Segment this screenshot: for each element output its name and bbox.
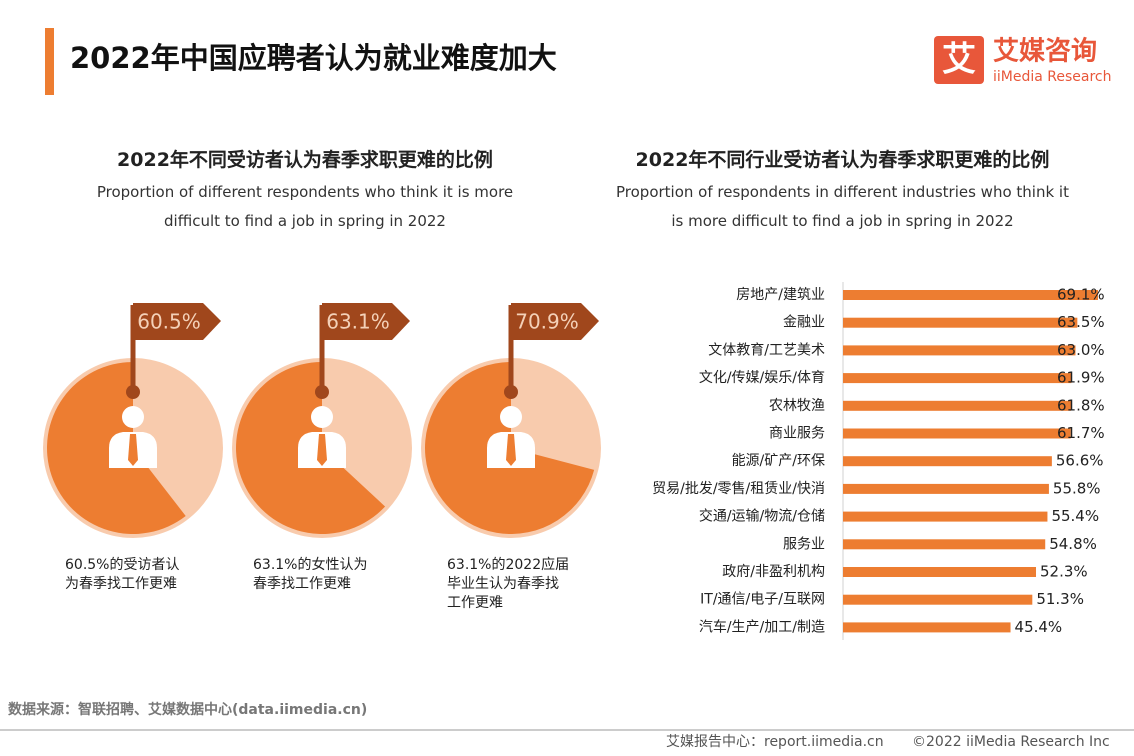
logo-icon: 艾 — [942, 40, 976, 80]
person-tie — [506, 434, 516, 466]
value-label: 60.5% — [137, 310, 201, 334]
caption: 工作更难 — [447, 595, 503, 611]
value-label: 61.9% — [1057, 369, 1105, 387]
caption: 春季找工作更难 — [253, 576, 351, 592]
person-head — [311, 406, 333, 428]
logo-sub: iiMedia Research — [993, 69, 1112, 85]
category-label: 文体教育/工艺美术 — [708, 342, 825, 358]
value-label: 45.4% — [1015, 618, 1063, 636]
category-label: 文化/传媒/娱乐/体育 — [699, 370, 825, 386]
category-label: 服务业 — [783, 536, 825, 552]
flag — [133, 303, 221, 340]
category-label: 能源/矿产/环保 — [732, 453, 825, 469]
value-label: 69.1% — [1057, 286, 1105, 304]
title-accent — [45, 28, 54, 95]
footer-left: 艾媒报告中心：report.iimedia.cn — [666, 734, 884, 750]
bar — [843, 594, 1033, 605]
bar — [843, 483, 1049, 494]
chart-title: 2022年不同受访者认为春季求职更难的比例 — [117, 149, 493, 171]
value-label: 61.8% — [1057, 396, 1105, 414]
flag — [511, 303, 599, 340]
caption: 60.5%的受访者认 — [65, 557, 179, 573]
bar — [843, 567, 1037, 577]
category-label: 政府/非盈利机构 — [722, 564, 825, 580]
bar — [843, 290, 1098, 300]
chart-subtitle: Proportion of different respondents who … — [96, 183, 514, 230]
person-tie — [128, 434, 138, 466]
page-title: 2022年中国应聘者认为就业难度加大 — [70, 41, 557, 75]
category-label: 贸易/批发/零售/租赁业/快消 — [652, 481, 825, 497]
value-label: 55.8% — [1053, 479, 1101, 497]
chart-title: 2022年不同行业受访者认为春季求职更难的比例 — [635, 149, 1050, 171]
caption: 63.1%的2022应届 — [447, 556, 569, 573]
logo-name: 艾媒咨询 — [993, 36, 1097, 67]
value-label: 55.4% — [1051, 507, 1099, 525]
flag — [322, 303, 410, 340]
category-label: 商业服务 — [769, 426, 825, 442]
category-label: 汽车/生产/加工/制造 — [699, 618, 825, 635]
source: 数据来源：智联招聘、艾媒数据中心(data.iimedia.cn) — [8, 701, 367, 718]
value-label: 52.3% — [1040, 563, 1088, 581]
flag-dot — [315, 385, 329, 399]
category-label: 房地产/建筑业 — [736, 287, 825, 303]
category-label: 金融业 — [783, 315, 825, 331]
chart-subtitle: Proportion of respondents in different i… — [616, 183, 1069, 230]
caption: 为春季找工作更难 — [65, 576, 177, 592]
category-label: 交通/运输/物流/仓储 — [699, 508, 825, 525]
bar — [843, 511, 1048, 522]
value-label: 70.9% — [515, 310, 579, 334]
bar — [843, 428, 1071, 439]
footer-right: ©2022 iiMedia Research Inc — [912, 734, 1110, 750]
category-label: IT/通信/电子/互联网 — [700, 592, 825, 608]
value-label: 63.1% — [326, 310, 390, 334]
bar — [843, 539, 1046, 550]
flag-dot — [504, 385, 518, 399]
category-label: 农林牧渔 — [769, 398, 825, 414]
value-label: 51.3% — [1036, 590, 1084, 608]
bar — [843, 622, 1011, 633]
bar — [843, 400, 1072, 411]
bar — [843, 345, 1076, 356]
bar — [843, 456, 1052, 467]
value-label: 63.0% — [1057, 341, 1105, 359]
logo-box — [934, 36, 984, 84]
flag-dot — [126, 385, 140, 399]
caption: 毕业生认为春季找 — [447, 576, 559, 592]
bar — [843, 317, 1078, 328]
person-head — [122, 406, 144, 428]
person-tie — [317, 434, 327, 466]
value-label: 61.7% — [1057, 424, 1105, 442]
value-label: 54.8% — [1049, 535, 1097, 553]
bar — [843, 373, 1072, 384]
person-head — [500, 406, 522, 428]
caption: 63.1%的女性认为 — [253, 556, 367, 573]
value-label: 63.5% — [1057, 313, 1105, 331]
value-label: 56.6% — [1056, 452, 1104, 470]
